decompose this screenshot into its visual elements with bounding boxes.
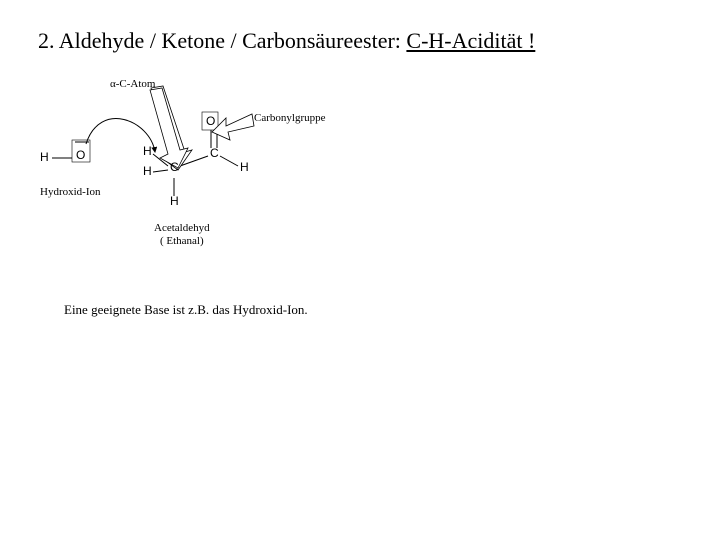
label-acetaldehyd-l2: ( Ethanal) (160, 235, 204, 247)
atom-o-carbonyl: O (206, 114, 215, 128)
label-alpha-c-atom: α-C-Atom (110, 78, 155, 90)
atom-o-neg: O (76, 148, 85, 162)
label-hydroxid-ion: Hydroxid-Ion (40, 186, 101, 198)
atom-h-down: H (170, 194, 179, 208)
big-arrow-carbonyl (212, 114, 254, 140)
atom-h-a2: H (143, 164, 152, 178)
atom-c-alpha: C (170, 160, 179, 174)
chem-diagram (0, 0, 720, 540)
caption-text: Eine geeignete Base ist z.B. das Hydroxi… (64, 302, 308, 318)
bond-hb-c (153, 170, 168, 172)
label-carbonylgruppe: Carbonylgruppe (254, 112, 325, 124)
atom-h-a1: H (143, 144, 152, 158)
atom-h-hydroxide: H (40, 150, 49, 164)
atom-c-carbonyl: C (210, 146, 219, 160)
label-acetaldehyd-l1: Acetaldehyd (154, 222, 210, 234)
atom-h-carbonyl: H (240, 160, 249, 174)
bond-cc-h (220, 156, 238, 166)
label-acetaldehyd: Acetaldehyd ( Ethanal) (154, 222, 210, 248)
